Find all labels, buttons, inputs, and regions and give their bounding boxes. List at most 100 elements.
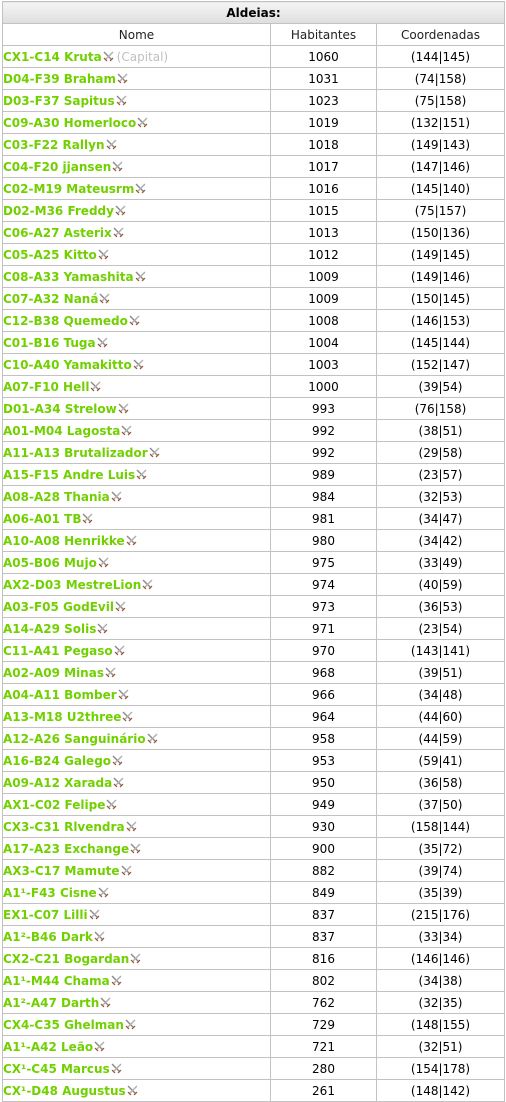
table-row: C08-A33 Yamashita 1009 (149|146)	[2, 265, 506, 288]
crossed-swords-icon[interactable]	[129, 315, 140, 326]
village-link[interactable]: D01-A34 Strelow	[3, 401, 117, 416]
crossed-swords-icon[interactable]	[126, 535, 137, 546]
crossed-swords-icon[interactable]	[94, 1041, 105, 1052]
crossed-swords-icon[interactable]	[97, 337, 108, 348]
crossed-swords-icon[interactable]	[135, 271, 146, 282]
village-link[interactable]: A1¹-F43 Cisne	[3, 885, 97, 900]
village-link[interactable]: A1¹-M44 Chama	[3, 973, 110, 988]
village-link[interactable]: D04-F39 Braham	[3, 71, 117, 86]
village-link[interactable]: CX2-C21 Bogardan	[3, 951, 130, 966]
crossed-swords-icon[interactable]	[106, 139, 117, 150]
village-link[interactable]: A17-A23 Exchange	[3, 841, 130, 856]
crossed-swords-icon[interactable]	[113, 227, 124, 238]
village-link[interactable]: A1¹-A42 Leão	[3, 1039, 94, 1054]
crossed-swords-icon[interactable]	[133, 359, 144, 370]
village-link[interactable]: C07-A32 Naná	[3, 291, 99, 306]
crossed-swords-icon[interactable]	[126, 821, 137, 832]
crossed-swords-icon[interactable]	[98, 557, 109, 568]
crossed-swords-icon[interactable]	[99, 293, 110, 304]
village-link[interactable]: A07-F10 Hell	[3, 379, 90, 394]
village-link[interactable]: C03-F22 Rallyn	[3, 137, 105, 152]
village-link[interactable]: A04-A11 Bomber	[3, 687, 117, 702]
crossed-swords-icon[interactable]	[112, 161, 123, 172]
crossed-swords-icon[interactable]	[118, 689, 129, 700]
village-link[interactable]: C10-A40 Yamakitto	[3, 357, 132, 372]
crossed-swords-icon[interactable]	[114, 645, 125, 656]
village-link[interactable]: C01-B16 Tuga	[3, 335, 96, 350]
village-link[interactable]: A1²-B46 Dark	[3, 929, 93, 944]
village-link[interactable]: C12-B38 Quemedo	[3, 313, 128, 328]
crossed-swords-icon[interactable]	[130, 843, 141, 854]
crossed-swords-icon[interactable]	[97, 623, 108, 634]
crossed-swords-icon[interactable]	[136, 469, 147, 480]
crossed-swords-icon[interactable]	[115, 205, 126, 216]
crossed-swords-icon[interactable]	[115, 601, 126, 612]
crossed-swords-icon[interactable]	[130, 953, 141, 964]
crossed-swords-icon[interactable]	[137, 117, 148, 128]
village-link[interactable]: A12-A26 Sanguinário	[3, 731, 146, 746]
crossed-swords-icon[interactable]	[117, 73, 128, 84]
village-link[interactable]: A1²-A47 Darth	[3, 995, 100, 1010]
village-link[interactable]: AX3-C17 Mamute	[3, 863, 120, 878]
crossed-swords-icon[interactable]	[127, 1085, 138, 1096]
crossed-swords-icon[interactable]	[94, 931, 105, 942]
village-link[interactable]: CX3-C31 Rlvendra	[3, 819, 125, 834]
crossed-swords-icon[interactable]	[82, 513, 93, 524]
village-link[interactable]: D03-F37 Sapitus	[3, 93, 115, 108]
village-link[interactable]: C02-M19 Mateusrm	[3, 181, 135, 196]
crossed-swords-icon[interactable]	[90, 381, 101, 392]
village-link[interactable]: EX1-C07 Lilli	[3, 907, 88, 922]
crossed-swords-icon[interactable]	[106, 799, 117, 810]
village-link[interactable]: CX¹-C45 Marcus	[3, 1061, 110, 1076]
village-link[interactable]: A05-B06 Mujo	[3, 555, 97, 570]
village-link[interactable]: A09-A12 Xarada	[3, 775, 113, 790]
crossed-swords-icon[interactable]	[122, 711, 133, 722]
crossed-swords-icon[interactable]	[149, 447, 160, 458]
village-name-cell: A14-A29 Solis	[2, 617, 271, 640]
crossed-swords-icon[interactable]	[121, 425, 132, 436]
crossed-swords-icon[interactable]	[98, 249, 109, 260]
crossed-swords-icon[interactable]	[147, 733, 158, 744]
village-link[interactable]: C04-F20 jjansen	[3, 159, 112, 174]
crossed-swords-icon[interactable]	[98, 887, 109, 898]
village-link[interactable]: D02-M36 Freddy	[3, 203, 114, 218]
village-link[interactable]: CX4-C35 Ghelman	[3, 1017, 124, 1032]
village-link[interactable]: A11-A13 Brutalizador	[3, 445, 148, 460]
village-link[interactable]: C11-A41 Pegaso	[3, 643, 113, 658]
crossed-swords-icon[interactable]	[103, 51, 114, 62]
village-link[interactable]: CX1-C14 Kruta	[3, 49, 102, 64]
village-link[interactable]: A02-A09 Minas	[3, 665, 104, 680]
village-link[interactable]: A15-F15 Andre Luis	[3, 467, 136, 482]
crossed-swords-icon[interactable]	[121, 865, 132, 876]
crossed-swords-icon[interactable]	[142, 579, 153, 590]
village-link[interactable]: A01-M04 Lagosta	[3, 423, 121, 438]
village-link[interactable]: A08-A28 Thania	[3, 489, 110, 504]
crossed-swords-icon[interactable]	[116, 95, 127, 106]
inhabitants-cell: 1023	[270, 89, 377, 112]
village-link[interactable]: C09-A30 Homerloco	[3, 115, 137, 130]
crossed-swords-icon[interactable]	[118, 403, 129, 414]
village-link[interactable]: CX¹-D48 Augustus	[3, 1083, 126, 1098]
crossed-swords-icon[interactable]	[113, 777, 124, 788]
village-link[interactable]: AX1-C02 Felipe	[3, 797, 106, 812]
village-link[interactable]: C08-A33 Yamashita	[3, 269, 134, 284]
crossed-swords-icon[interactable]	[135, 183, 146, 194]
crossed-swords-icon[interactable]	[125, 1019, 136, 1030]
village-link[interactable]: C05-A25 Kitto	[3, 247, 97, 262]
village-link[interactable]: A13-M18 U2three	[3, 709, 122, 724]
village-link[interactable]: A06-A01 TB	[3, 511, 82, 526]
village-link[interactable]: AX2-D03 MestreLion	[3, 577, 142, 592]
village-link[interactable]: A14-A29 Solis	[3, 621, 97, 636]
village-link[interactable]: A16-B24 Galego	[3, 753, 112, 768]
village-link[interactable]: C06-A27 Asterix	[3, 225, 112, 240]
crossed-swords-icon[interactable]	[111, 491, 122, 502]
crossed-swords-icon[interactable]	[105, 667, 116, 678]
crossed-swords-icon[interactable]	[100, 997, 111, 1008]
crossed-swords-icon[interactable]	[112, 755, 123, 766]
crossed-swords-icon[interactable]	[89, 909, 100, 920]
crossed-swords-icon[interactable]	[111, 1063, 122, 1074]
village-link[interactable]: A03-F05 GodEvil	[3, 599, 114, 614]
table-row: A1²-B46 Dark 837 (33|34)	[2, 925, 506, 948]
village-link[interactable]: A10-A08 Henrikke	[3, 533, 125, 548]
crossed-swords-icon[interactable]	[111, 975, 122, 986]
